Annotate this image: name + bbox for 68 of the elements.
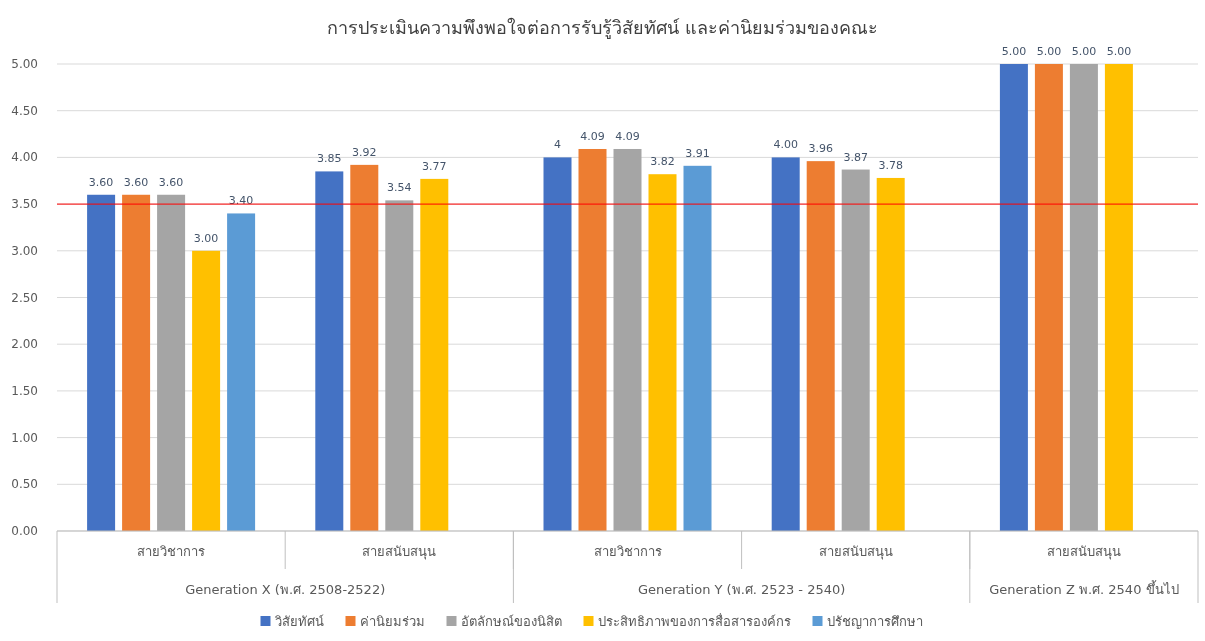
data-label: 4.00 [773, 138, 798, 152]
legend-label: ประสิทธิภาพของการสื่อสารองค์กร [597, 613, 791, 629]
data-label: 5.00 [1106, 45, 1132, 58]
y-tick-label: 3.50 [11, 197, 38, 212]
bar [876, 177, 905, 531]
bar [227, 213, 256, 531]
data-label: 5.00 [1036, 45, 1062, 58]
data-label: 5.00 [1071, 45, 1097, 58]
data-label: 3.91 [685, 146, 710, 160]
y-tick-label: 3.00 [11, 243, 38, 258]
legend-label: ค่านิยมร่วม [359, 614, 425, 629]
data-label: 3.78 [878, 158, 903, 172]
data-label: 3.00 [193, 231, 219, 245]
y-tick-label: 5.00 [11, 57, 38, 71]
bar [157, 194, 186, 531]
legend-label: ปรัชญาการศึกษา [826, 614, 923, 629]
bar [543, 157, 572, 531]
data-label: 3.87 [843, 150, 868, 164]
chart-title: การประเมินความพึงพอใจต่อการรับรู้วิสัยทัศน์ และค่านิยมร่วมของคณะ [327, 17, 878, 39]
bar [1034, 64, 1063, 531]
data-label: 4.09 [615, 129, 640, 143]
data-label: 3.60 [158, 175, 184, 189]
bar [1069, 64, 1098, 531]
data-label: 3.60 [123, 175, 149, 189]
data-label: 5.00 [1001, 45, 1027, 58]
x-tick-label: สายสนับสนุน [1046, 544, 1121, 560]
data-label: 4 [554, 138, 561, 152]
bar [806, 161, 835, 531]
bar [420, 178, 449, 531]
bar [841, 169, 870, 531]
y-tick-label: 2.00 [11, 337, 38, 352]
data-label: 3.92 [352, 145, 377, 159]
legend-label: อัตลักษณ์ของนิสิต [460, 614, 562, 629]
legend-label: วิสัยทัศน์ [273, 614, 324, 629]
y-tick-label: 4.00 [11, 150, 38, 165]
data-label: 3.85 [317, 152, 342, 166]
data-label: 3.77 [422, 159, 447, 173]
y-tick-label: 4.50 [11, 103, 38, 118]
x-tick-label: สายวิชาการ [593, 544, 662, 559]
bar [613, 148, 642, 531]
y-tick-label: 1.00 [11, 430, 38, 445]
x-tick-label: สายสนับสนุน [362, 544, 437, 560]
bar [87, 194, 116, 531]
bar [192, 250, 221, 531]
x-tick-label: สายสนับสนุน [818, 544, 893, 560]
data-label: 4.09 [580, 129, 605, 143]
bar [578, 148, 607, 531]
data-label: 3.54 [387, 181, 412, 195]
x-tick-label: สายวิชาการ [137, 544, 206, 559]
bar [315, 171, 344, 531]
data-label: 3.60 [88, 175, 114, 189]
bar [350, 164, 379, 531]
text: Generation X (พ.ศ. 2508-2522) [185, 582, 386, 597]
data-label: 3.82 [650, 155, 675, 169]
text: Generation Y (พ.ศ. 2523 - 2540) [637, 582, 846, 597]
bar [1104, 64, 1133, 531]
data-label: 3.96 [808, 142, 833, 156]
bar [122, 194, 151, 531]
y-tick-label: 1.50 [11, 383, 38, 398]
text: Generation Z พ.ศ. 2540 ขึ้นไป [989, 580, 1179, 597]
bar [648, 174, 677, 531]
bar [999, 64, 1028, 531]
bar [385, 200, 414, 531]
y-tick-label: 0.50 [11, 477, 38, 492]
bar [771, 157, 800, 531]
bar [683, 165, 712, 531]
y-tick-label: 2.50 [11, 290, 38, 305]
y-tick-label: 0.00 [11, 524, 38, 538]
